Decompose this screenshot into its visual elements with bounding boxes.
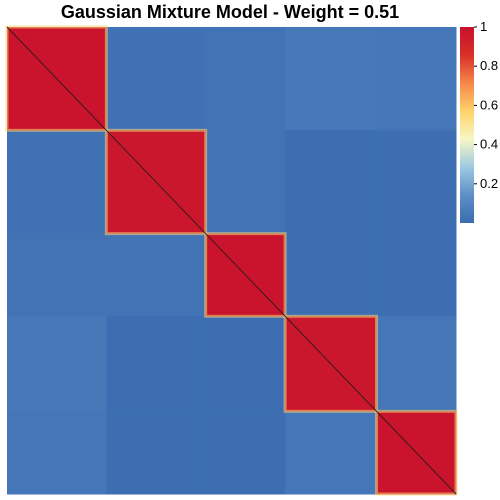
heatmap-block-0-3 — [285, 27, 378, 131]
heatmap-block-3-1 — [106, 316, 207, 412]
heatmap-block-1-3 — [285, 130, 378, 235]
heatmap-block-0-2 — [205, 27, 286, 131]
block-outline-0 — [5, 25, 108, 132]
heatmap-block-3-0 — [7, 316, 107, 412]
heatmap-cells — [5, 25, 458, 496]
colorbar: 0.2 0.4 0.6 0.8 1 — [460, 19, 498, 223]
heatmap-block-2-1 — [106, 233, 207, 317]
heatmap-block-2-3 — [285, 233, 378, 317]
block-outline-2 — [204, 232, 287, 318]
colorbar-tick-label: 0.4 — [480, 137, 498, 152]
heatmap-block-4-0 — [7, 411, 107, 495]
colorbar-gradient — [460, 27, 474, 223]
colorbar-tick-label: 1 — [480, 19, 487, 34]
heatmap-block-4-3 — [285, 411, 378, 495]
heatmap-block-2-4 — [376, 233, 457, 317]
chart-title: Gaussian Mixture Model - Weight = 0.51 — [60, 2, 400, 22]
heatmap-block-1-0 — [7, 130, 107, 235]
colorbar-tick-label: 0.6 — [480, 97, 498, 112]
heatmap-block-4-2 — [205, 411, 286, 495]
heatmap-block-0-1 — [106, 27, 207, 131]
heatmap-block-4-1 — [106, 411, 207, 495]
block-outline-1 — [104, 128, 208, 236]
heatmap-block-3-4 — [376, 316, 457, 412]
diagonal-line — [6, 26, 457, 495]
colorbar-tick-label: 0.2 — [480, 176, 498, 191]
heatmap-block-0-4 — [376, 27, 457, 131]
colorbar-tick-label: 0.8 — [480, 58, 498, 73]
heatmap-block-1-2 — [205, 130, 286, 235]
block-outline-3 — [283, 314, 379, 413]
heatmap-block-1-4 — [376, 130, 457, 235]
heatmap-block-2-0 — [7, 233, 107, 317]
block-outline-4 — [375, 409, 458, 496]
heatmap-block-3-2 — [205, 316, 286, 412]
